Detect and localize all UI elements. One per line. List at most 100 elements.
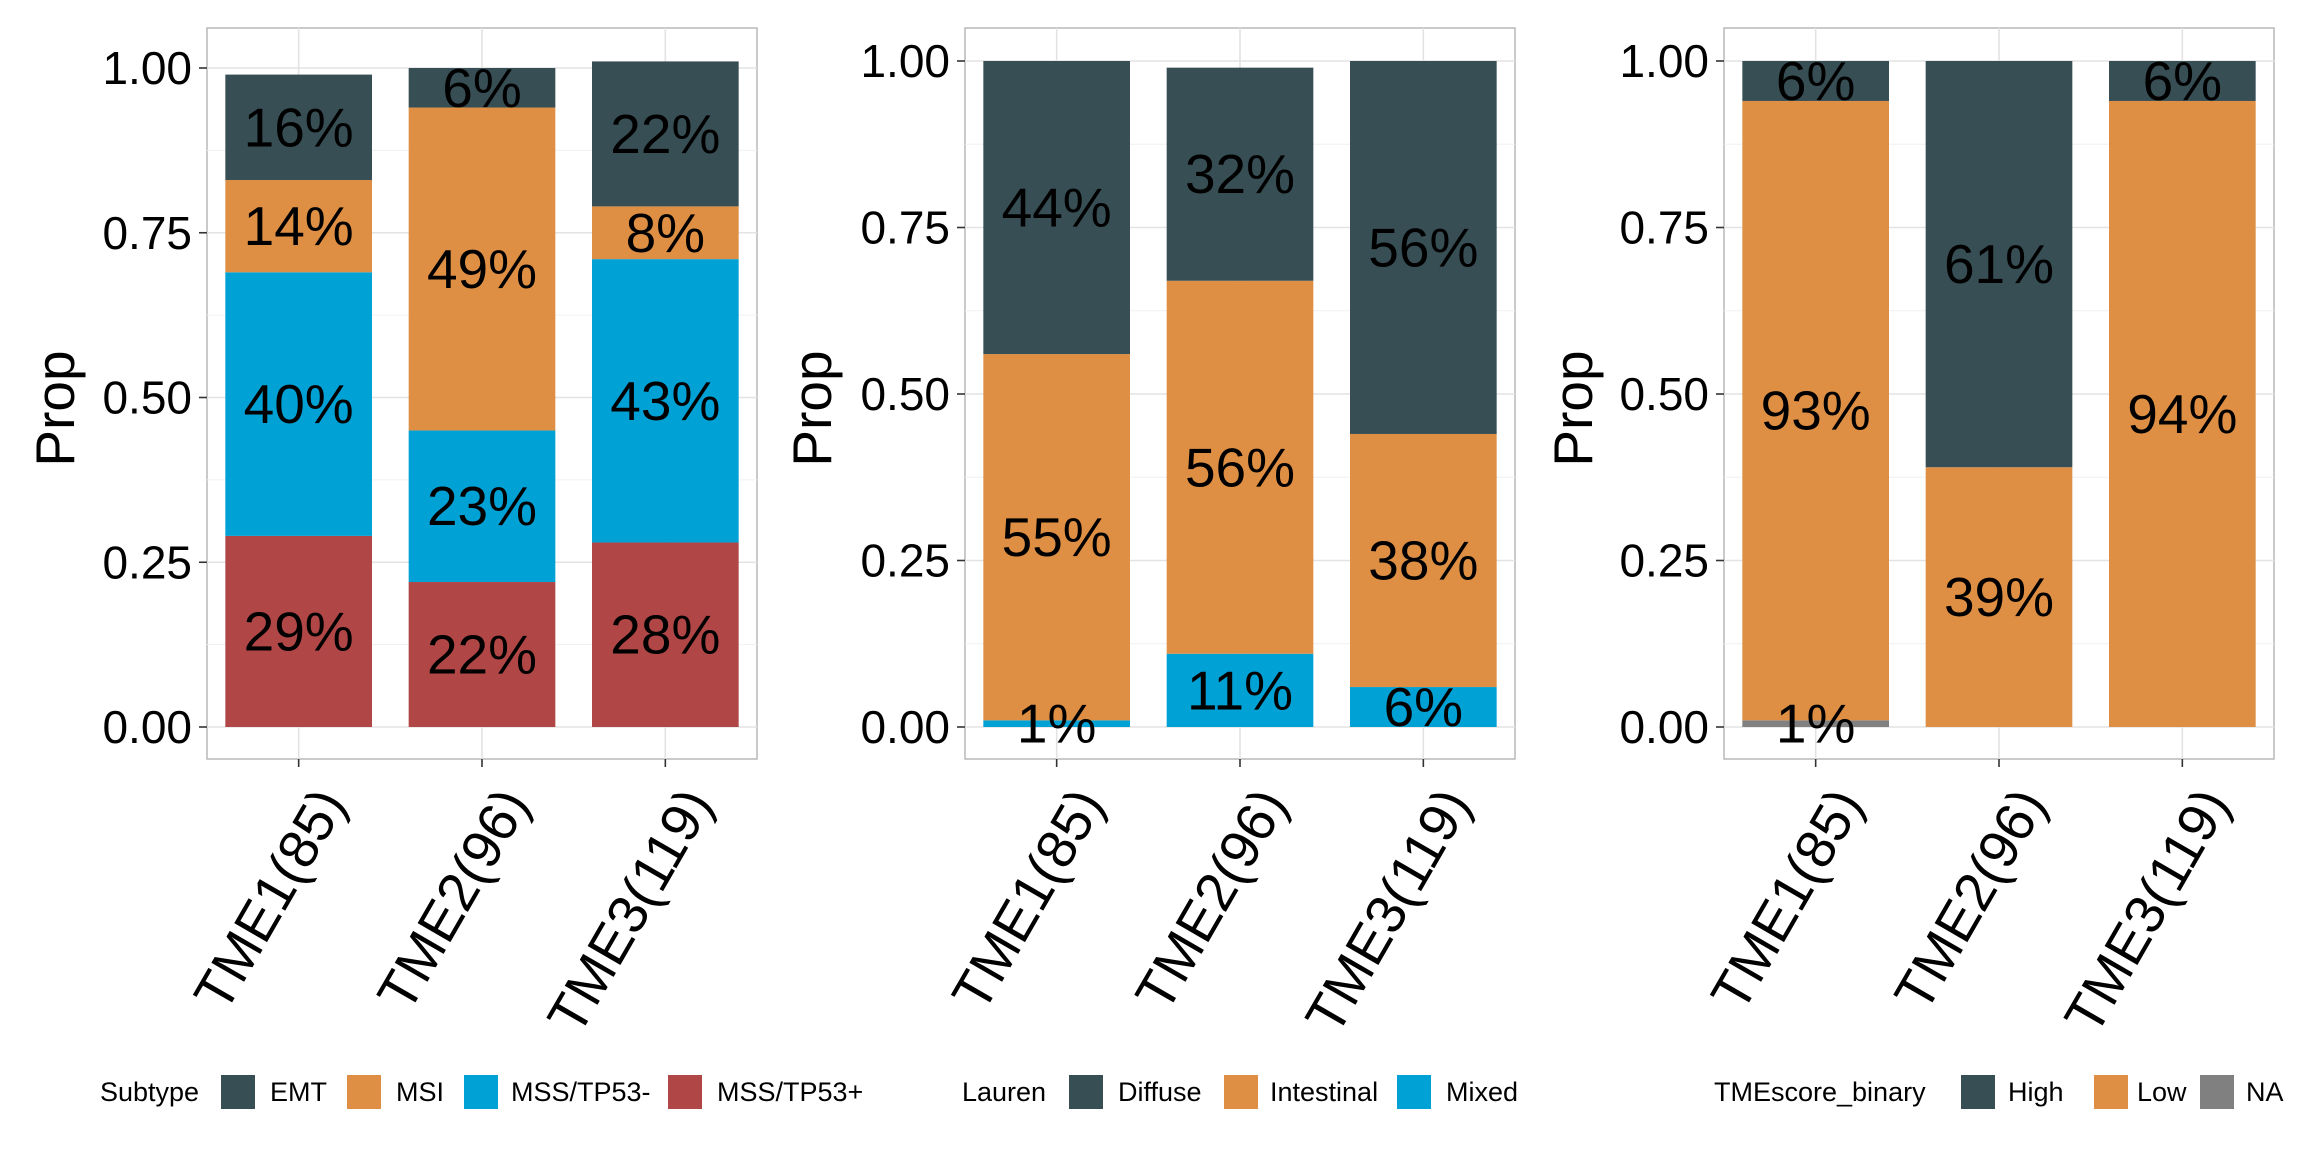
bar-emt-tme2-96: [408, 68, 556, 108]
y-tick-label: 0.75: [102, 207, 192, 259]
bar-msi-tme1-85: [225, 180, 372, 273]
x-tick-label: TME3(119): [2052, 778, 2241, 1044]
data-label: 49%: [427, 238, 537, 300]
bar-intestinal-tme3-119: [1350, 433, 1497, 688]
y-tick-label: 0.50: [1619, 368, 1709, 420]
y-tick-label: 0.00: [860, 701, 950, 753]
legend-label-high: High: [2008, 1077, 2064, 1107]
bar-low-tme1-85: [1742, 100, 1889, 721]
legend-swatch-low: [2094, 1075, 2128, 1109]
legend: Lauren Diffuse Intestinal Mixed: [962, 1075, 1518, 1109]
y-tick-label: 0.00: [102, 701, 192, 753]
chart-panel-1: 29%40%14%16%22%23%49%6%28%43%8%22%0.000.…: [24, 27, 863, 1109]
y-axis: 0.00 0.25 0.50 0.75 1.00 Prop: [781, 35, 965, 753]
legend: TMEscore_binary High Low NA: [1714, 1075, 2284, 1109]
legend-swatch-na: [2200, 1075, 2234, 1109]
data-label: 55%: [1002, 506, 1112, 568]
bar-emt-tme3-119: [592, 61, 739, 207]
legend-swatch-mss-tp53: [668, 1075, 702, 1109]
legend-swatch-emt: [221, 1075, 255, 1109]
y-tick-label: 0.00: [1619, 701, 1709, 753]
legend-label-diffuse: Diffuse: [1118, 1077, 1202, 1107]
data-label: 93%: [1761, 380, 1871, 442]
legend-title: TMEscore_binary: [1714, 1077, 1926, 1107]
y-axis-title: Prop: [781, 350, 843, 466]
y-tick-label: 0.25: [1619, 535, 1709, 587]
y-axis-title: Prop: [24, 350, 86, 466]
x-tick-label: TME2(96): [365, 778, 541, 1021]
bar-intestinal-tme2-96: [1166, 280, 1314, 654]
bar-low-tme3-119: [2109, 100, 2256, 727]
legend-title: Subtype: [100, 1077, 199, 1107]
y-tick-label: 0.75: [860, 202, 950, 254]
bar-emt-tme1-85: [225, 74, 372, 181]
y-tick-label: 0.75: [1619, 202, 1709, 254]
bars: [1742, 61, 2256, 727]
data-label: 29%: [244, 600, 354, 662]
bar-msi-tme2-96: [408, 107, 556, 431]
data-label: 56%: [1185, 436, 1295, 498]
x-axis: TME1(85) TME2(96)TME3(119): [940, 759, 1482, 1044]
data-label: 22%: [610, 103, 720, 165]
data-label: 43%: [610, 370, 720, 432]
bar-mss-tp53-tme3-119: [592, 259, 739, 543]
legend-swatch-intestinal: [1224, 1075, 1258, 1109]
chart-panel-3: 1% 93% 6% 39% 61% 94% 6% 0.00 0.25 0.50 0.75 1.00 Pr…: [1542, 27, 2284, 1109]
bar-intestinal-tme1-85: [983, 354, 1130, 721]
legend-swatch-msi: [347, 1075, 381, 1109]
x-tick-label: TME1(85): [182, 778, 358, 1021]
legend-swatch-mixed: [1397, 1075, 1431, 1109]
bar-high-tme3-119: [2109, 61, 2256, 101]
legend-label-na: NA: [2246, 1077, 2284, 1107]
data-label: 6%: [442, 57, 522, 119]
legend-label-emt: EMT: [270, 1077, 327, 1107]
data-label: 32%: [1185, 143, 1295, 205]
legend: Subtype EMT MSI MSS/TP53- MSS/TP53+: [100, 1075, 863, 1109]
data-labels: 1% 55% 44% 11% 56% 32% 6% 38% 56%: [1002, 143, 1479, 754]
legend-label-mss-tp53: MSS/TP53+: [717, 1077, 863, 1107]
data-label: 14%: [244, 195, 354, 257]
legend-label-mixed: Mixed: [1446, 1077, 1518, 1107]
bar-mixed-tme1-85: [983, 720, 1130, 727]
bar-mss-tp53-tme1-85: [225, 272, 372, 536]
bar-diffuse-tme1-85: [983, 61, 1130, 355]
legend-label-msi: MSI: [396, 1077, 444, 1107]
data-label: 1%: [1776, 693, 1856, 755]
bar-diffuse-tme2-96: [1166, 67, 1314, 281]
data-label: 56%: [1368, 216, 1478, 278]
bars: [225, 61, 739, 727]
bar-msi-tme3-119: [592, 206, 739, 260]
data-label: 23%: [427, 475, 537, 537]
x-axis: TME1(85) TME2(96)TME3(119): [182, 759, 724, 1044]
x-tick-label: TME2(96): [1882, 778, 2058, 1021]
bar-mss-tp53-tme3-119: [592, 542, 739, 727]
y-tick-label: 1.00: [102, 42, 192, 94]
y-tick-label: 0.25: [102, 536, 192, 588]
data-label: 16%: [244, 96, 354, 158]
y-tick-label: 0.25: [860, 535, 950, 587]
data-label: 6%: [1384, 676, 1464, 738]
chart-panel-2: 1% 55% 44% 11% 56% 32% 6% 38% 56% 0.00 0.25 0.50 0.7…: [781, 27, 1518, 1109]
data-label: 11%: [1187, 659, 1293, 721]
data-label: 94%: [2127, 383, 2237, 445]
data-label: 40%: [244, 373, 354, 435]
data-label: 28%: [610, 604, 720, 666]
x-tick-label: TME2(96): [1123, 778, 1299, 1021]
x-tick-label: TME1(85): [1699, 778, 1875, 1021]
y-tick-label: 1.00: [1619, 35, 1709, 87]
data-label: 6%: [1776, 50, 1856, 112]
bar-mixed-tme2-96: [1166, 653, 1314, 727]
data-label: 61%: [1944, 233, 2054, 295]
x-tick-label: TME3(119): [535, 778, 724, 1044]
bar-high-tme2-96: [1925, 61, 2073, 468]
legend-label-low: Low: [2137, 1077, 2187, 1107]
legend-swatch-diffuse: [1069, 1075, 1103, 1109]
bars: [983, 61, 1497, 727]
data-label: 22%: [427, 624, 537, 686]
y-axis: 0.00 0.25 0.50 0.75 1.00 Prop: [1542, 35, 1724, 753]
x-tick-label: TME3(119): [1293, 778, 1482, 1044]
data-label: 38%: [1368, 530, 1478, 592]
x-tick-label: TME1(85): [940, 778, 1116, 1021]
bar-mixed-tme3-119: [1350, 687, 1497, 727]
